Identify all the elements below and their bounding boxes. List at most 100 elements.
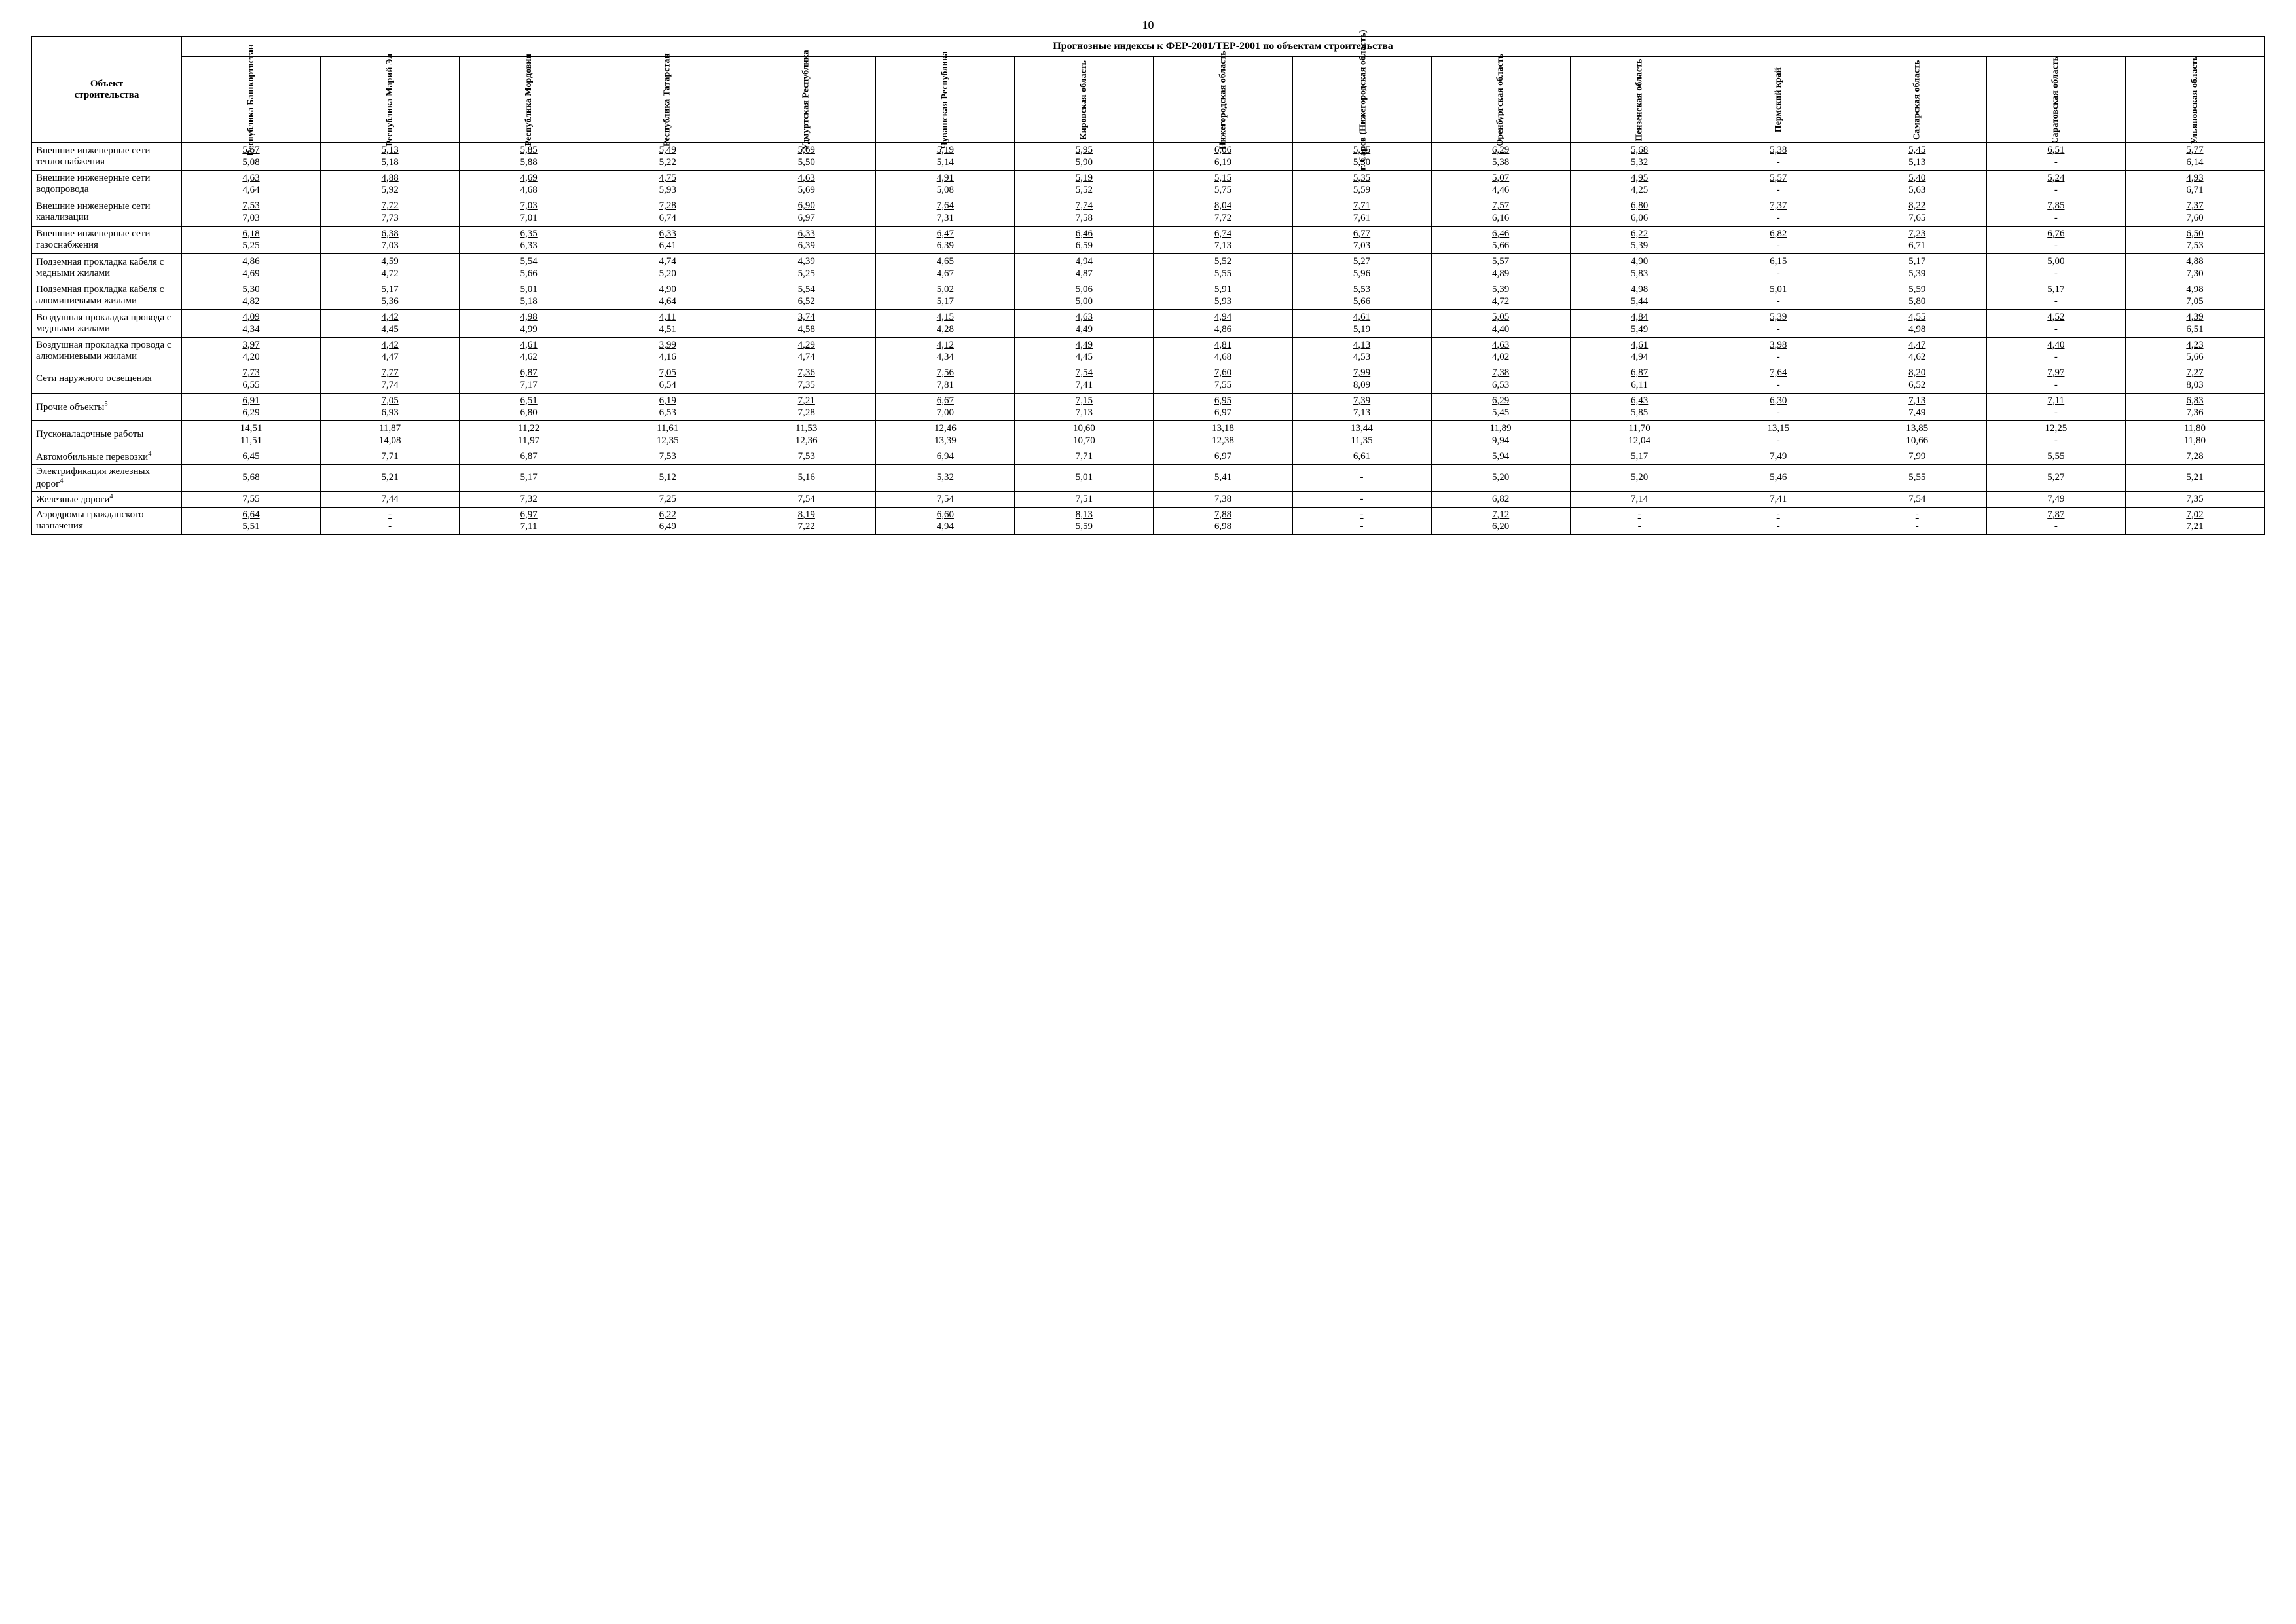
- data-cell: 7,28: [2125, 449, 2264, 464]
- data-cell: --: [1570, 507, 1709, 535]
- data-cell: --: [1709, 507, 1848, 535]
- data-cell: 11,8011,80: [2125, 421, 2264, 449]
- data-cell: 6,336,39: [737, 226, 876, 254]
- data-cell: 7,998,09: [1292, 365, 1431, 394]
- data-cell: 5,57-: [1709, 170, 1848, 198]
- data-cell: 7,037,01: [460, 198, 598, 227]
- data-cell: 5,065,00: [1015, 282, 1154, 310]
- data-cell: 4,864,69: [182, 254, 321, 282]
- data-cell: 5,195,52: [1015, 170, 1154, 198]
- data-cell: 5,20: [1570, 464, 1709, 491]
- data-cell: 7,236,71: [1848, 226, 1986, 254]
- data-cell: 5,915,93: [1154, 282, 1292, 310]
- data-cell: 4,936,71: [2125, 170, 2264, 198]
- data-cell: 7,53: [737, 449, 876, 464]
- table-row: Воздушная прокладка провода с медными жи…: [32, 310, 2265, 338]
- data-cell: 4,887,30: [2125, 254, 2264, 282]
- data-cell: 6,356,33: [460, 226, 598, 254]
- table-row: Внешние инженерные сети газоснабжения6,1…: [32, 226, 2265, 254]
- row-label: Прочие объекты5: [32, 393, 182, 421]
- data-cell: 4,294,74: [737, 337, 876, 365]
- data-cell: 7,576,16: [1431, 198, 1570, 227]
- data-cell: 4,814,68: [1154, 337, 1292, 365]
- data-cell: 5,275,96: [1292, 254, 1431, 282]
- data-cell: 7,14: [1570, 491, 1709, 507]
- data-cell: 6,977,11: [460, 507, 598, 535]
- data-cell: 5,855,88: [460, 143, 598, 171]
- data-cell: 5,21: [2125, 464, 2264, 491]
- column-header: Пермский край: [1709, 57, 1848, 143]
- data-cell: 7,607,55: [1154, 365, 1292, 394]
- data-cell: 6,94: [876, 449, 1015, 464]
- row-label: Подземная прокладка кабеля с медными жил…: [32, 254, 182, 282]
- data-cell: 13,8510,66: [1848, 421, 1986, 449]
- data-cell: 6,906,97: [737, 198, 876, 227]
- data-cell: 4,52-: [1986, 310, 2125, 338]
- row-label: Подземная прокладка кабеля с алюминиевым…: [32, 282, 182, 310]
- column-header: Самарская область: [1848, 57, 1986, 143]
- data-cell: 5,304,82: [182, 282, 321, 310]
- data-cell: 5,535,66: [1292, 282, 1431, 310]
- data-cell: 4,845,49: [1570, 310, 1709, 338]
- data-cell: -: [1292, 464, 1431, 491]
- data-cell: 5,015,18: [460, 282, 598, 310]
- data-cell: 7,32: [460, 491, 598, 507]
- data-cell: 4,944,86: [1154, 310, 1292, 338]
- data-cell: 7,97-: [1986, 365, 2125, 394]
- row-label: Внешние инженерные сети канализации: [32, 198, 182, 227]
- data-cell: 7,397,13: [1292, 393, 1431, 421]
- data-cell: 7,367,35: [737, 365, 876, 394]
- data-cell: 5,32: [876, 464, 1015, 491]
- data-cell: 5,55: [1848, 464, 1986, 491]
- data-cell: 8,197,22: [737, 507, 876, 535]
- data-cell: 6,604,94: [876, 507, 1015, 535]
- table-row: Электрификация железных дорог45,68 5,21 5,…: [32, 464, 2265, 491]
- data-cell: 3,98-: [1709, 337, 1848, 365]
- column-header: Республика Марий Эл: [321, 57, 460, 143]
- data-cell: 5,68: [182, 464, 321, 491]
- data-cell: 5,94: [1431, 449, 1570, 464]
- data-cell: 4,904,64: [598, 282, 737, 310]
- table-row: Автомобильные перевозки46,457,716,877,53…: [32, 449, 2265, 464]
- data-cell: 4,474,62: [1848, 337, 1986, 365]
- data-cell: 4,615,19: [1292, 310, 1431, 338]
- row-label: Электрификация железных дорог4: [32, 464, 182, 491]
- data-cell: 4,614,62: [460, 337, 598, 365]
- data-cell: 7,537,03: [182, 198, 321, 227]
- column-header: Ульяновская область: [2125, 57, 2264, 143]
- data-cell: 5,955,90: [1015, 143, 1154, 171]
- data-cell: 4,134,53: [1292, 337, 1431, 365]
- data-cell: 11,6112,35: [598, 421, 737, 449]
- data-cell: 4,915,08: [876, 170, 1015, 198]
- data-cell: 6,747,13: [1154, 226, 1292, 254]
- table-row: Подземная прокладка кабеля с медными жил…: [32, 254, 2265, 282]
- data-cell: 6,876,11: [1570, 365, 1709, 394]
- data-cell: 13,1812,38: [1154, 421, 1292, 449]
- column-header: Пензенская область: [1570, 57, 1709, 143]
- data-cell: 4,396,51: [2125, 310, 2264, 338]
- data-cell: 6,82: [1431, 491, 1570, 507]
- data-cell: 12,25-: [1986, 421, 2125, 449]
- data-cell: 7,54: [876, 491, 1015, 507]
- data-cell: 13,4411,35: [1292, 421, 1431, 449]
- data-cell: 6,51-: [1986, 143, 2125, 171]
- data-cell: 6,226,49: [598, 507, 737, 535]
- data-cell: 6,387,03: [321, 226, 460, 254]
- column-header: Саратовская область: [1986, 57, 2125, 143]
- data-cell: 11,5312,36: [737, 421, 876, 449]
- data-cell: 5,41: [1154, 464, 1292, 491]
- data-cell: 7,547,41: [1015, 365, 1154, 394]
- data-cell: 7,71: [321, 449, 460, 464]
- data-cell: 7,41: [1709, 491, 1848, 507]
- data-cell: 7,027,21: [2125, 507, 2264, 535]
- data-cell: 6,507,53: [2125, 226, 2264, 254]
- table-row: Аэродромы гражданского назначения6,645,5…: [32, 507, 2265, 535]
- data-cell: 7,157,13: [1015, 393, 1154, 421]
- data-cell: 7,49: [1986, 491, 2125, 507]
- data-cell: 4,987,05: [2125, 282, 2264, 310]
- data-cell: 7,87-: [1986, 507, 2125, 535]
- data-cell: 7,55: [182, 491, 321, 507]
- data-cell: 4,634,02: [1431, 337, 1570, 365]
- data-cell: 4,424,45: [321, 310, 460, 338]
- data-cell: 5,355,59: [1292, 170, 1431, 198]
